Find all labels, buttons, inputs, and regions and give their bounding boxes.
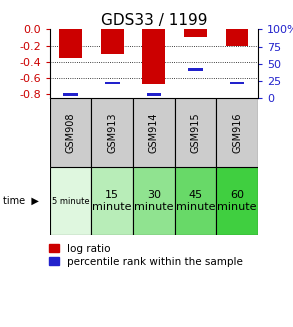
- Bar: [133, 167, 175, 235]
- Text: GSM916: GSM916: [232, 112, 242, 153]
- Bar: [230, 81, 244, 84]
- Bar: [63, 93, 78, 96]
- Bar: [105, 81, 120, 84]
- Bar: [59, 29, 82, 58]
- Bar: [50, 98, 91, 167]
- Text: GSM913: GSM913: [107, 112, 117, 153]
- Bar: [91, 98, 133, 167]
- Title: GDS33 / 1199: GDS33 / 1199: [100, 13, 207, 28]
- Text: 45
minute: 45 minute: [176, 190, 215, 212]
- Text: 15
minute: 15 minute: [93, 190, 132, 212]
- Text: GSM908: GSM908: [66, 112, 76, 153]
- Text: GSM915: GSM915: [190, 112, 200, 153]
- Bar: [133, 98, 175, 167]
- Bar: [146, 93, 161, 96]
- Text: 60
minute: 60 minute: [217, 190, 257, 212]
- Text: 5 minute: 5 minute: [52, 197, 89, 206]
- Bar: [50, 167, 91, 235]
- Bar: [142, 29, 165, 84]
- Bar: [216, 98, 258, 167]
- Bar: [101, 29, 124, 54]
- Bar: [91, 167, 133, 235]
- Legend: log ratio, percentile rank within the sample: log ratio, percentile rank within the sa…: [49, 244, 243, 267]
- Bar: [226, 29, 248, 46]
- Bar: [216, 167, 258, 235]
- Bar: [188, 68, 203, 71]
- Bar: [175, 167, 216, 235]
- Text: 30
minute: 30 minute: [134, 190, 173, 212]
- Text: GSM914: GSM914: [149, 112, 159, 153]
- Bar: [175, 98, 216, 167]
- Text: time  ▶: time ▶: [3, 196, 39, 206]
- Bar: [184, 29, 207, 37]
